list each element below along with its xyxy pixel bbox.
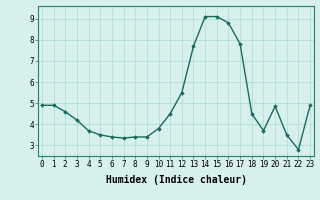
X-axis label: Humidex (Indice chaleur): Humidex (Indice chaleur): [106, 175, 246, 185]
